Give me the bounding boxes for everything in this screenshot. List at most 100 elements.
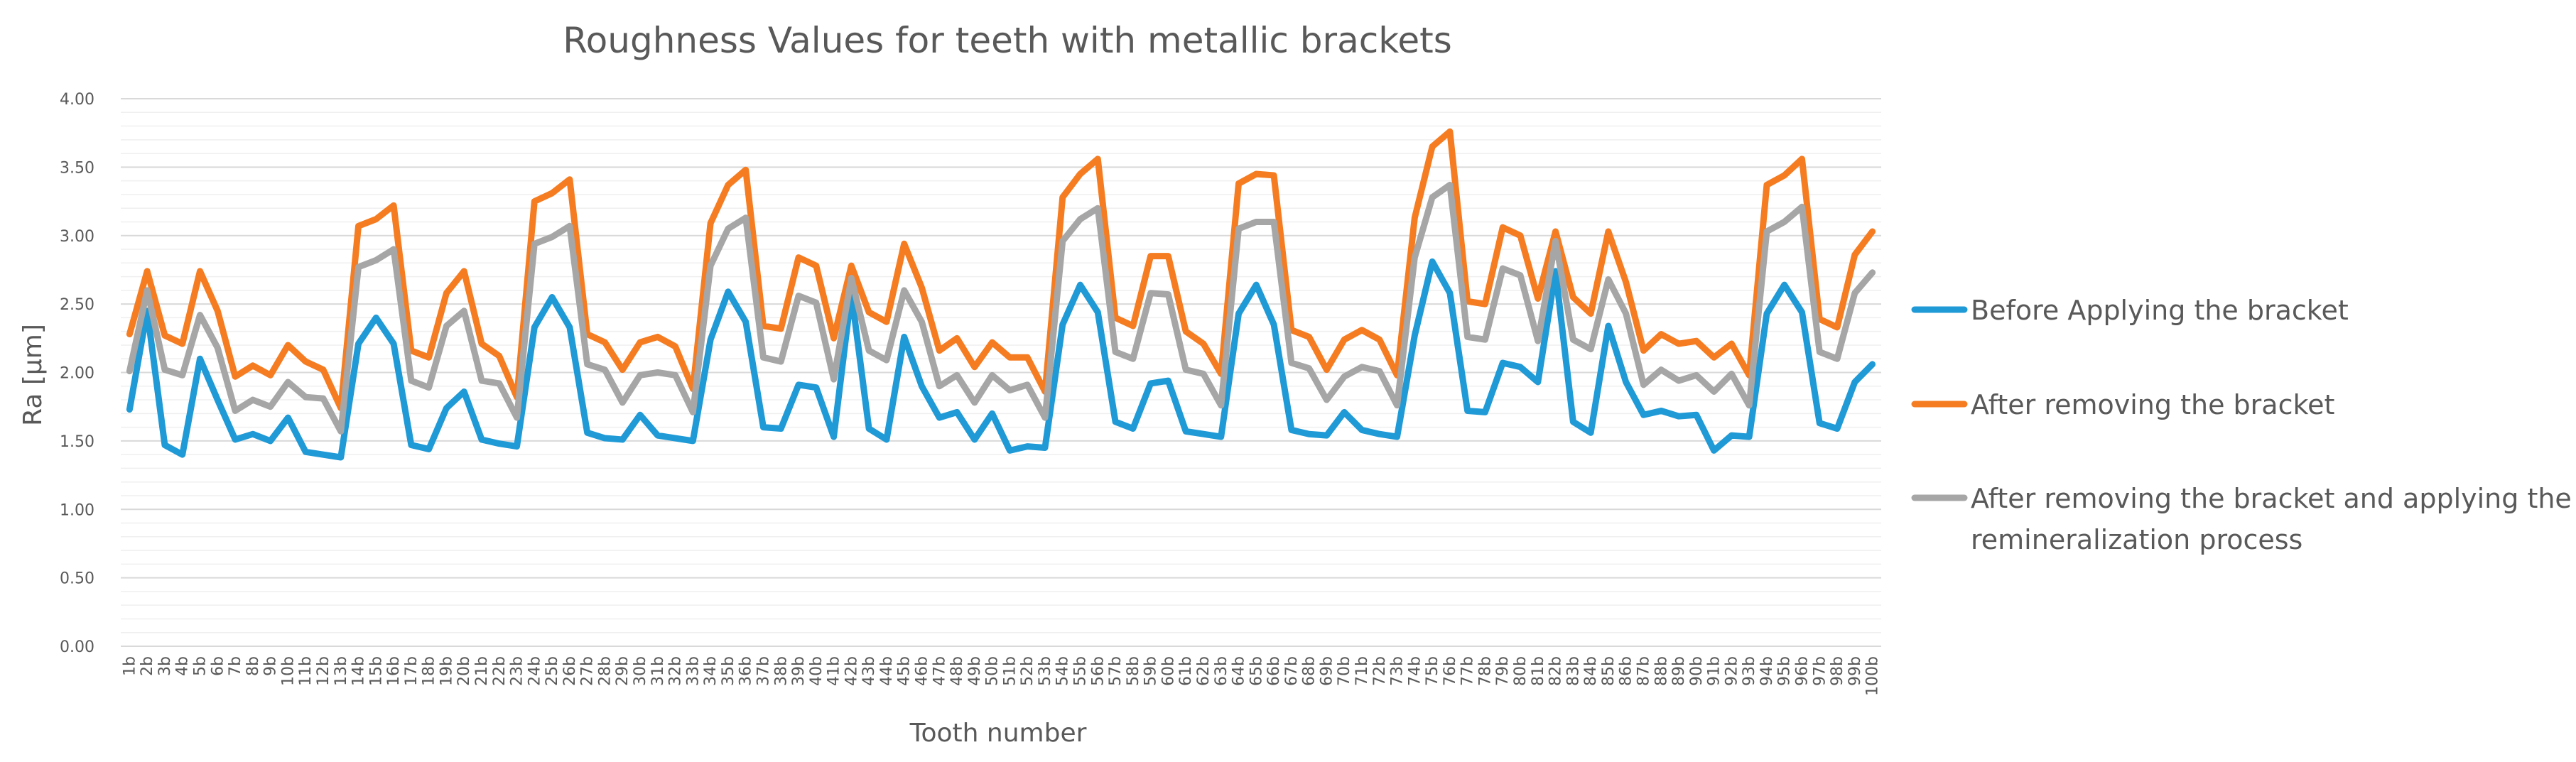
x-tick-label: 65b (1248, 656, 1265, 686)
series-line (126, 181, 1876, 435)
x-tick-label: 60b (1159, 656, 1177, 686)
gridlines (121, 98, 1881, 647)
y-axis-ticks: 0.00 0.50 1.00 1.50 2.00 2.50 3.00 3.50 4.00 (60, 91, 94, 656)
x-tick-label: 99b (1846, 656, 1864, 686)
x-tick-label: 73b (1389, 656, 1407, 686)
x-tick-label: 90b (1688, 656, 1706, 686)
x-tick-label: 12b (315, 656, 332, 686)
x-tick-label: 14b (350, 656, 368, 686)
x-tick-label: 50b (984, 656, 1002, 686)
x-tick-label: 7b (227, 656, 244, 676)
y-tick-label: 4.00 (60, 91, 94, 109)
legend-label: remineralization process (1971, 524, 2302, 555)
x-tick-label: 11b (297, 656, 315, 686)
legend-label: Before Applying the bracket (1971, 295, 2349, 326)
y-tick-label: 1.00 (60, 501, 94, 519)
x-tick-label: 55b (1072, 656, 1090, 686)
x-tick-label: 13b (332, 656, 350, 686)
x-axis-ticks: 1b 2b 3b 4b 5b 6b 7b 8b 9b 10b 11b 12b 13b 14b 15b 16b 1… (121, 656, 1881, 696)
x-tick-label: 56b (1089, 656, 1107, 686)
x-tick-label: 96b (1793, 656, 1811, 686)
x-tick-label: 70b (1336, 656, 1353, 686)
x-tick-label: 100b (1864, 656, 1882, 696)
legend-label: After removing the bracket and applying … (1971, 483, 2572, 514)
x-tick-label: 98b (1829, 656, 1846, 686)
x-tick-label: 6b (209, 656, 227, 676)
x-tick-label: 28b (596, 656, 614, 686)
series-line (126, 258, 1876, 461)
y-axis-title: Ra [µm] (18, 324, 48, 426)
x-tick-label: 93b (1741, 656, 1758, 686)
x-tick-label: 25b (543, 656, 561, 686)
x-tick-label: 47b (931, 656, 948, 686)
x-tick-label: 62b (1195, 656, 1213, 686)
x-tick-label: 43b (860, 656, 878, 686)
x-tick-label: 79b (1494, 656, 1512, 686)
x-tick-label: 44b (878, 656, 896, 686)
legend-label: After removing the bracket (1971, 389, 2334, 420)
x-tick-label: 38b (772, 656, 790, 686)
x-tick-label: 39b (790, 656, 808, 686)
series-2 (126, 128, 1876, 412)
x-tick-label: 19b (438, 656, 455, 686)
legend-item: After removing the bracket (1911, 389, 2334, 420)
y-tick-label: 3.50 (60, 159, 94, 177)
x-tick-label: 42b (843, 656, 860, 686)
x-tick-label: 57b (1107, 656, 1125, 686)
x-tick-label: 69b (1318, 656, 1336, 686)
y-tick-label: 1.50 (60, 433, 94, 451)
x-tick-label: 49b (966, 656, 984, 686)
x-tick-label: 2b (139, 656, 156, 676)
series-3 (126, 181, 1876, 435)
y-tick-label: 2.50 (60, 296, 94, 314)
x-tick-label: 32b (667, 656, 685, 686)
x-tick-label: 66b (1265, 656, 1283, 686)
legend-item: After removing the bracket and applying … (1911, 483, 2572, 555)
y-tick-label: 0.00 (60, 638, 94, 656)
x-tick-label: 5b (192, 656, 210, 676)
x-tick-label: 94b (1758, 656, 1776, 686)
x-tick-label: 35b (720, 656, 737, 686)
x-tick-label: 89b (1670, 656, 1688, 686)
x-tick-label: 21b (473, 656, 491, 686)
x-tick-label: 64b (1230, 656, 1248, 686)
x-tick-label: 40b (808, 656, 826, 686)
x-tick-label: 31b (649, 656, 667, 686)
x-tick-label: 36b (737, 656, 755, 686)
x-tick-label: 83b (1564, 656, 1582, 686)
x-tick-label: 81b (1530, 656, 1547, 686)
x-tick-label: 80b (1512, 656, 1530, 686)
x-tick-label: 15b (367, 656, 385, 686)
x-tick-label: 63b (1213, 656, 1230, 686)
x-tick-label: 33b (684, 656, 702, 686)
x-tick-label: 75b (1424, 656, 1441, 686)
x-tick-label: 45b (896, 656, 914, 686)
x-tick-label: 82b (1547, 656, 1565, 686)
x-tick-label: 53b (1037, 656, 1054, 686)
x-tick-label: 67b (1283, 656, 1301, 686)
x-tick-label: 51b (1001, 656, 1019, 686)
x-tick-label: 95b (1776, 656, 1794, 686)
x-tick-label: 46b (913, 656, 931, 686)
x-tick-label: 84b (1582, 656, 1600, 686)
x-tick-label: 4b (174, 656, 192, 676)
chart-title: Roughness Values for teeth with metallic… (563, 20, 1452, 61)
x-tick-label: 59b (1142, 656, 1160, 686)
x-tick-label: 78b (1476, 656, 1494, 686)
y-tick-label: 2.00 (60, 365, 94, 383)
x-tick-label: 76b (1441, 656, 1459, 686)
x-tick-label: 68b (1301, 656, 1319, 686)
x-tick-label: 74b (1406, 656, 1424, 686)
x-tick-label: 86b (1618, 656, 1635, 686)
x-tick-label: 30b (632, 656, 649, 686)
x-tick-label: 17b (403, 656, 421, 686)
y-tick-label: 3.00 (60, 228, 94, 246)
x-tick-label: 41b (826, 656, 843, 686)
x-tick-label: 48b (948, 656, 966, 686)
x-tick-label: 87b (1635, 656, 1652, 686)
x-tick-label: 77b (1459, 656, 1477, 686)
x-tick-label: 9b (262, 656, 280, 676)
x-tick-label: 54b (1054, 656, 1072, 686)
x-tick-label: 97b (1811, 656, 1829, 686)
